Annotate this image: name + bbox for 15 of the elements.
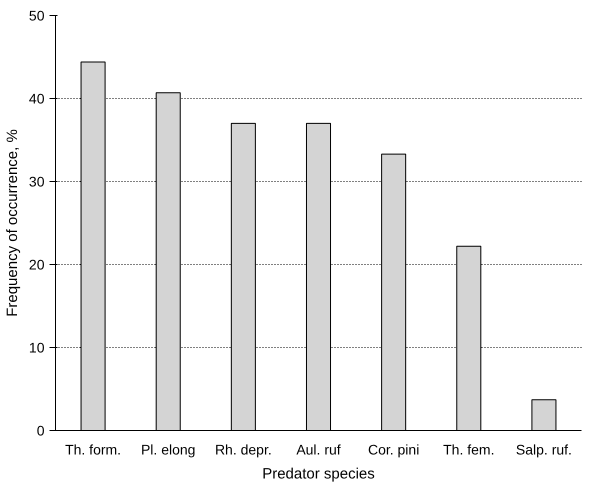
x-tick-label: Salp. ruf.	[516, 442, 572, 458]
y-tick-label: 10	[28, 340, 45, 356]
x-tick-label: Th. form.	[65, 442, 122, 458]
y-tick-label: 30	[28, 174, 45, 190]
x-axis-title: Predator species	[262, 466, 375, 482]
y-tick-label: 50	[28, 8, 45, 24]
x-tick-label: Rh. depr.	[214, 442, 272, 458]
x-tick-label: Pl. elong	[140, 442, 196, 458]
x-tick-label: Cor. pini	[368, 442, 420, 458]
x-tick-label: Th. fem.	[443, 442, 494, 458]
y-tick-label: 0	[36, 422, 45, 438]
y-tick-label: 20	[28, 256, 45, 272]
y-tick-label: 40	[28, 90, 45, 106]
x-tick-label: Aul. ruf	[296, 442, 341, 458]
y-axis-title: Frequency of occurrence, %	[4, 129, 21, 317]
